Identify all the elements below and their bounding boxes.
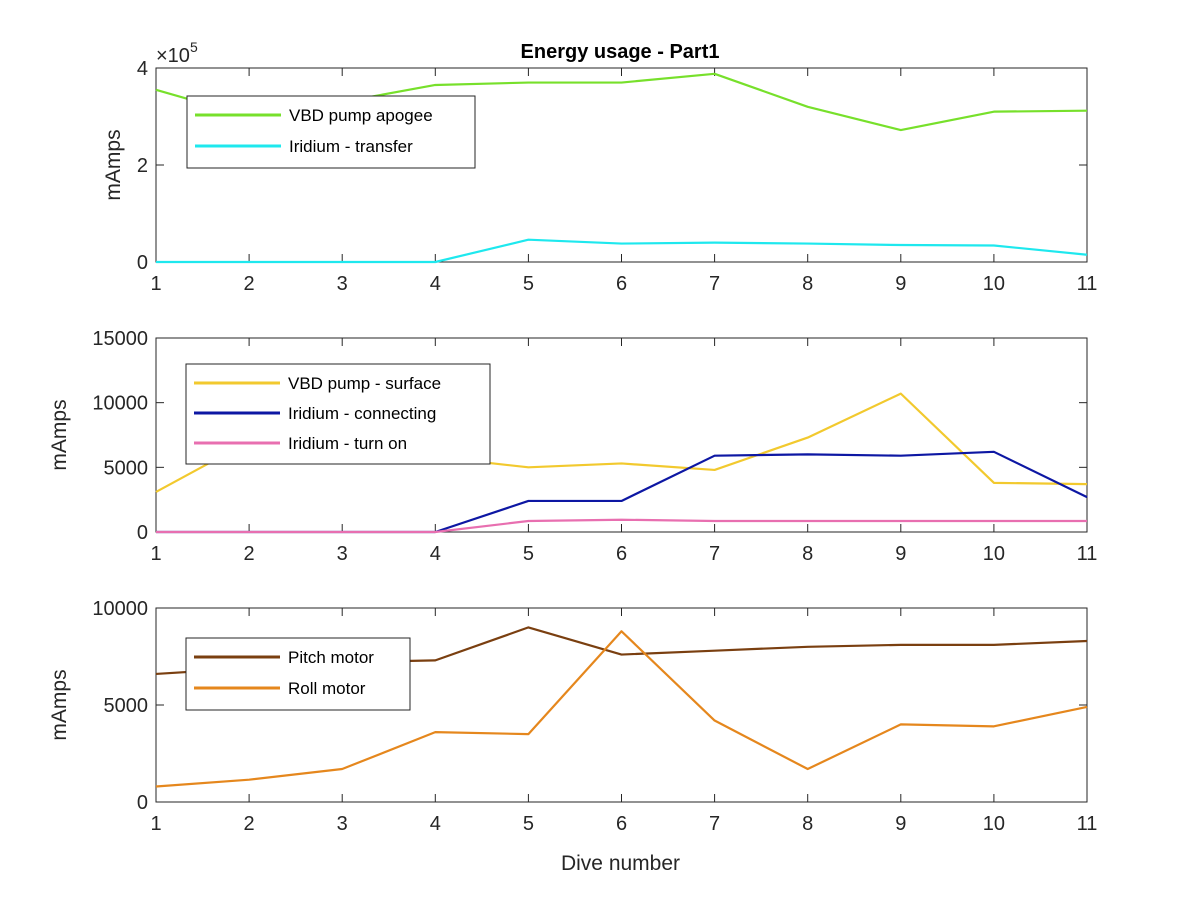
legend-label-iridium-turn-on: Iridium - turn on	[288, 434, 407, 453]
y-tick-label: 5000	[104, 457, 149, 479]
legend: VBD pump - surface Iridium - connecting Ir…	[185, 363, 491, 465]
y-tick-label: 15000	[92, 328, 148, 350]
legend-label-iridium-connecting: Iridium - connecting	[288, 404, 436, 423]
series-line-roll-motor	[155, 630, 1088, 788]
x-tick-label: 6	[616, 813, 627, 835]
y-tick-label: 0	[137, 792, 148, 814]
series-line-iridium-turn-on	[156, 518, 1087, 534]
x-tick-label: 9	[895, 273, 906, 295]
x-tick-label: 8	[802, 273, 813, 295]
y-axis-label: mAmps	[48, 669, 71, 740]
legend: VBD pump apogee Iridium - transfer	[186, 95, 476, 169]
x-tick-label: 1	[150, 273, 161, 295]
x-tick-label: 4	[430, 813, 441, 835]
legend-label-pitch-motor: Pitch motor	[288, 648, 374, 667]
subplot-2: 1 2 3 4 5 6 7 8 9 10 11 0 5000 10000 15000 mAmps VBD pum…	[48, 328, 1097, 565]
legend-label-iridium-transfer: Iridium - transfer	[289, 137, 413, 156]
x-tick-label: 2	[244, 813, 255, 835]
x-axis-label: Dive number	[561, 852, 680, 875]
x-tick-label: 4	[430, 543, 441, 565]
y-tick-label: 0	[137, 522, 148, 544]
legend-label-vbd-pump-surface: VBD pump - surface	[288, 374, 441, 393]
y-axis-label: mAmps	[102, 129, 125, 200]
series-line-iridium-transfer	[156, 238, 1088, 264]
y-tick-label: 5000	[104, 695, 149, 717]
x-tick-label: 5	[523, 543, 534, 565]
legend-box	[186, 95, 476, 169]
legend-box	[185, 637, 411, 711]
y-tick-label: 10000	[92, 393, 148, 415]
chart-title: Energy usage - Part1	[521, 41, 720, 63]
x-tick-label: 8	[802, 543, 813, 565]
x-tick-label: 6	[616, 543, 627, 565]
x-tick-label: 4	[430, 273, 441, 295]
x-tick-label: 3	[337, 813, 348, 835]
x-tick-label: 6	[616, 273, 627, 295]
x-tick-label: 7	[709, 273, 720, 295]
x-tick-label: 10	[983, 273, 1005, 295]
x-tick-label: 1	[150, 543, 161, 565]
x-tick-label: 5	[523, 273, 534, 295]
x-tick-label: 11	[1077, 813, 1098, 835]
legend-label-roll-motor: Roll motor	[288, 679, 366, 698]
x-tick-label: 2	[244, 273, 255, 295]
x-tick-label: 1	[150, 813, 161, 835]
subplot-3: 1 2 3 4 5 6 7 8 9 10 11 0 5000 10000 mAmps Dive number P…	[48, 598, 1097, 875]
x-tick-label: 7	[709, 813, 720, 835]
y-tick-label: 4	[137, 58, 148, 80]
x-tick-label: 10	[983, 543, 1005, 565]
x-tick-label: 8	[802, 813, 813, 835]
x-tick-label: 11	[1077, 273, 1098, 295]
x-tick-label: 9	[895, 543, 906, 565]
y-axis-label: mAmps	[48, 399, 71, 470]
x-tick-label: 5	[523, 813, 534, 835]
x-tick-label: 7	[709, 543, 720, 565]
y-tick-label: 10000	[92, 598, 148, 620]
y-axis-multiplier-exponent: 5	[190, 39, 198, 55]
legend-label-vbd-pump-apogee: VBD pump apogee	[289, 106, 433, 125]
x-tick-label: 10	[983, 813, 1005, 835]
y-tick-label: 0	[137, 252, 148, 274]
x-tick-label: 11	[1077, 543, 1098, 565]
legend: Pitch motor Roll motor	[185, 637, 411, 711]
x-tick-label: 3	[337, 543, 348, 565]
x-tick-label: 3	[337, 273, 348, 295]
x-tick-label: 2	[244, 543, 255, 565]
y-tick-label: 2	[137, 155, 148, 177]
x-tick-label: 9	[895, 813, 906, 835]
